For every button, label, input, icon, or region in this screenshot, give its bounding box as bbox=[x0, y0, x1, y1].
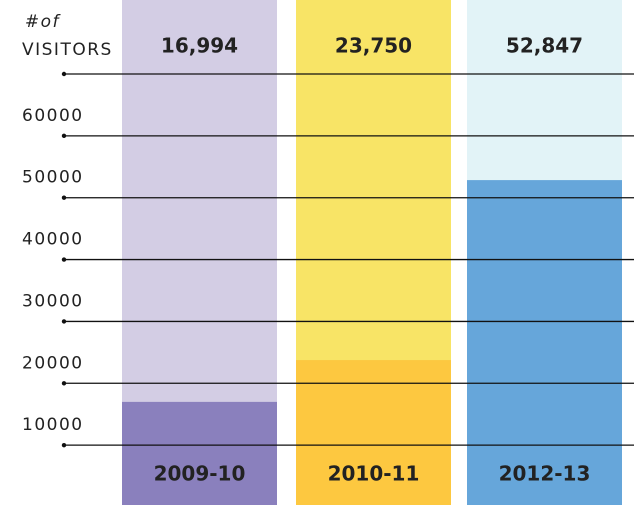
grid-dot bbox=[61, 442, 67, 448]
value-label: 16,994 bbox=[161, 34, 238, 58]
grid-dot bbox=[61, 257, 67, 262]
y-tick-label: 30000 bbox=[22, 291, 84, 311]
bar bbox=[467, 180, 622, 505]
y-label: VISITORS bbox=[22, 40, 113, 60]
y-tick-label: 60000 bbox=[22, 106, 84, 126]
value-label: 52,847 bbox=[506, 34, 583, 58]
y-label: #of bbox=[25, 12, 62, 32]
grid-dot bbox=[61, 381, 67, 386]
grid-dot bbox=[61, 133, 67, 139]
x-tick-label: 2010-11 bbox=[328, 462, 420, 486]
columns bbox=[122, 0, 622, 505]
value-label: 23,750 bbox=[335, 34, 412, 58]
y-tick-label: 50000 bbox=[22, 168, 84, 188]
bar bbox=[122, 401, 277, 505]
x-tick-label: 2012-13 bbox=[499, 462, 591, 486]
grid bbox=[61, 71, 634, 448]
x-tick-label: 2009-10 bbox=[154, 462, 246, 486]
y-tick-label: 40000 bbox=[22, 230, 84, 250]
y-tick-label: 20000 bbox=[22, 353, 84, 373]
grid-dot bbox=[61, 319, 67, 324]
y-tick-label: 10000 bbox=[22, 415, 84, 435]
bar bbox=[296, 360, 451, 505]
grid-dot bbox=[61, 71, 67, 77]
grid-dot bbox=[61, 195, 67, 200]
